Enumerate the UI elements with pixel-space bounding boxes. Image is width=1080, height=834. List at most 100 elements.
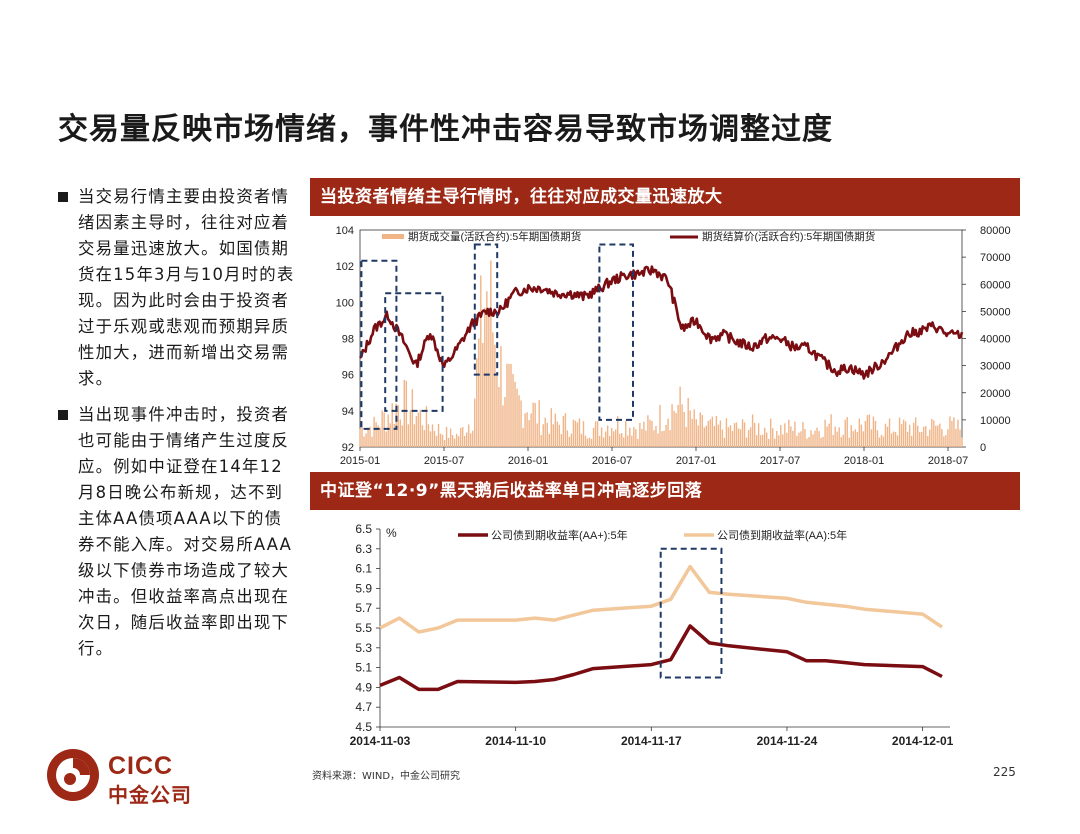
volume-bar (455, 433, 458, 447)
volume-bar (892, 431, 895, 447)
volume-bar (868, 414, 871, 447)
volume-bar (917, 425, 919, 447)
legend-label-aa: 公司债到期收益率(AA):5年 (717, 528, 847, 542)
volume-bar (510, 363, 512, 447)
volume-bar (876, 430, 879, 447)
volume-bar (729, 425, 732, 447)
y-left-tick-label: 98 (342, 334, 354, 346)
volume-bar (530, 413, 532, 447)
volume-bar (542, 424, 544, 447)
volume-bar (449, 428, 452, 447)
volume-bar (703, 427, 705, 447)
volume-bar (431, 424, 434, 447)
volume-bar (389, 423, 391, 447)
volume-bar (453, 438, 456, 447)
volume-bar (886, 426, 889, 447)
volume-bar (961, 437, 963, 447)
volume-bar (425, 406, 428, 447)
volume-bar (639, 422, 641, 447)
y-right-tick-label: 0 (980, 442, 986, 454)
bullet-text: 当出现事件冲击时，投资者也可能由于情绪产生过度反应。例如中证登在14年12月8日… (78, 405, 293, 658)
volume-bar (951, 420, 953, 447)
volume-bar (423, 430, 426, 447)
volume-bar (516, 388, 518, 447)
bullet-list: 当交易行情主要由投资者情绪因素主导时，往往对应着交易量迅速放大。如国债期货在15… (58, 184, 298, 672)
volume-bar (359, 428, 361, 447)
volume-bar (776, 430, 778, 447)
y-left-tick-label: 102 (336, 261, 354, 273)
volume-bar (405, 380, 408, 447)
volume-bar (790, 426, 792, 447)
futures-volume-price-chart: 92 94 96 98 100 102 104 0 10000 20000 30000 40000 50… (336, 225, 1011, 467)
volume-bar (852, 431, 854, 447)
volume-bar (606, 425, 609, 447)
volume-bar (617, 416, 619, 447)
volume-bar (830, 414, 832, 447)
x-tick-label: 2018-07 (928, 455, 968, 467)
volume-bar (919, 432, 921, 447)
volume-bar (828, 423, 830, 447)
y-tick-label: 5.1 (355, 661, 372, 675)
legend-swatch-volume (382, 234, 404, 239)
volume-bar (379, 427, 381, 447)
volume-bar (794, 421, 796, 447)
y-tick-label: 4.7 (355, 700, 372, 714)
volume-bar (482, 342, 484, 447)
x-tick-label: 2015-07 (424, 455, 464, 467)
volume-bar (774, 438, 776, 447)
x-tick-label: 2018-01 (844, 455, 884, 467)
volume-bar (735, 422, 738, 447)
volume-bar (691, 418, 693, 447)
volume-bar (588, 437, 591, 447)
volume-bar (778, 435, 780, 447)
volume-bar (957, 419, 959, 447)
volume-bar (524, 413, 526, 447)
volume-bar (866, 415, 869, 447)
x-tick-label: 2017-01 (676, 455, 716, 467)
volume-bar (931, 418, 933, 447)
volume-bar (772, 428, 774, 447)
volume-bar (421, 425, 424, 447)
volume-bar (896, 435, 899, 447)
volume-bar (709, 419, 712, 447)
volume-bar (580, 433, 583, 447)
volume-bar (600, 427, 603, 447)
volume-bar (862, 431, 865, 447)
volume-bar (480, 275, 482, 447)
volume-bar (939, 423, 941, 447)
volume-bar (854, 429, 856, 447)
volume-bar (409, 410, 412, 447)
volume-bar (671, 404, 673, 447)
volume-bar (367, 428, 369, 447)
volume-bar (498, 387, 500, 447)
volume-bar (437, 423, 440, 447)
bullet-item: 当交易行情主要由投资者情绪因素主导时，往往对应着交易量迅速放大。如国债期货在15… (58, 184, 298, 392)
volume-bar (935, 425, 937, 447)
volume-bar (407, 424, 410, 447)
highlight-box (473, 243, 499, 376)
volume-bar (824, 419, 826, 447)
y-right-tick-label: 80000 (980, 225, 1011, 237)
volume-bar (848, 437, 850, 447)
volume-bar (371, 436, 373, 447)
volume-bar (361, 426, 363, 447)
volume-bar (375, 422, 377, 447)
volume-bar (548, 433, 550, 447)
price-line (359, 265, 964, 380)
volume-bar (604, 431, 607, 447)
legend-label-price: 期货结算价(活跃合约):5年期国债期货 (702, 230, 875, 243)
volume-bar (804, 429, 806, 447)
y-tick-label: 4.5 (355, 720, 372, 734)
logo-text-cn: 中金公司 (108, 783, 192, 807)
volume-bar (816, 427, 818, 447)
bullet-text: 当交易行情主要由投资者情绪因素主导时，往往对应着交易量迅速放大。如国债期货在15… (78, 187, 295, 388)
volume-bar (904, 421, 907, 447)
volume-bar (369, 426, 371, 447)
volume-bar (657, 433, 659, 447)
volume-bar (721, 429, 724, 447)
volume-bar (665, 424, 667, 447)
volume-bar (880, 434, 883, 447)
volume-bar (949, 416, 951, 447)
volume-bar (955, 428, 957, 447)
volume-bar (629, 427, 631, 447)
